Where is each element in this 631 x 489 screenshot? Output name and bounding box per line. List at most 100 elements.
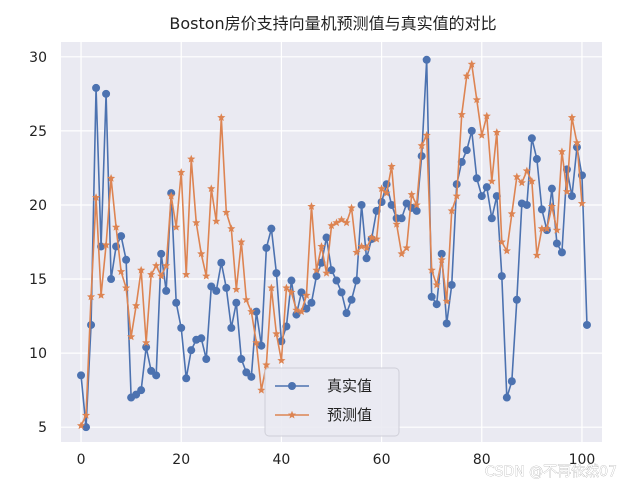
data-point [502,393,511,402]
data-point [122,283,131,292]
series-line [80,58,588,428]
data-point [527,134,536,143]
y-tick-label: 15 [29,272,47,288]
data-point [237,355,246,364]
data-point [387,200,396,209]
data-point [382,188,391,197]
data-point [477,192,486,201]
data-point [442,319,451,328]
chart-title: Boston房价支持向量机预测值与真实值的对比 [169,14,496,33]
data-point [412,206,421,215]
data-point [307,202,316,210]
data-point [182,270,191,279]
data-point [487,176,496,185]
data-point [96,291,106,299]
data-point [147,270,156,279]
data-point [397,214,406,223]
data-point [177,323,186,332]
data-point [377,184,386,193]
data-point [337,215,346,224]
series-layer [76,55,591,432]
data-point [412,200,421,209]
watermark: CSDN @不再依然07 [485,463,617,480]
data-point [427,292,436,301]
data-point [367,233,376,242]
data-point [522,200,531,209]
data-point [332,218,341,227]
x-axis: 0 20 40 60 80 100 [77,452,596,468]
data-point [247,372,256,381]
data-point [242,295,251,304]
data-point [322,233,331,242]
data-point [497,237,506,246]
data-point [302,291,311,299]
data-point [202,271,211,280]
data-point [112,222,121,231]
data-point [462,146,471,155]
data-point [152,371,161,380]
data-point [172,222,181,231]
data-point [287,288,296,296]
data-point [267,224,276,233]
data-point [162,261,171,270]
data-point [432,280,441,289]
data-point [342,309,351,318]
data-point [327,221,336,230]
data-point [387,162,396,170]
data-point [357,242,366,250]
data-point [307,298,316,307]
x-tick-label: 40 [272,452,290,468]
data-point [117,267,126,276]
data-point [227,323,236,332]
y-axis: 5 10 15 20 25 30 [29,50,47,436]
legend-marker [288,382,296,390]
data-point [362,254,371,263]
legend-item: 真实值 [275,377,372,395]
data-point [472,174,481,183]
data-point [442,296,451,305]
data-point [142,338,151,347]
data-point [347,295,356,304]
data-point [267,283,276,292]
data-point [357,200,366,209]
data-point [527,176,536,185]
data-point [212,216,221,225]
data-point [87,320,96,329]
data-point [547,184,556,193]
data-point [537,224,546,233]
x-tick-label: 100 [569,452,596,468]
data-point [272,329,281,338]
data-point [92,83,101,92]
data-point [91,193,101,202]
data-point [207,184,216,193]
data-point [292,305,301,314]
x-tick-label: 80 [473,452,491,468]
data-point [572,138,582,147]
data-point [512,295,521,304]
data-point [342,218,351,227]
data-point [297,307,306,316]
data-point [477,131,486,139]
data-point [507,209,516,218]
data-point [532,155,541,164]
data-point [332,276,341,285]
data-point [162,286,171,295]
data-point [352,248,361,256]
data-point [202,355,211,364]
data-point [247,307,256,316]
data-point [582,320,591,329]
data-point [532,251,541,259]
series-1 [77,55,591,432]
data-point [457,110,466,119]
data-point [137,386,146,395]
data-point [317,242,326,250]
data-point [76,421,86,430]
data-point [352,276,361,285]
data-point [262,243,271,252]
data-point [562,187,572,196]
data-point [312,265,321,274]
data-point [377,198,386,206]
data-point [77,371,86,380]
x-tick-label: 0 [77,452,86,468]
data-point [372,234,381,243]
